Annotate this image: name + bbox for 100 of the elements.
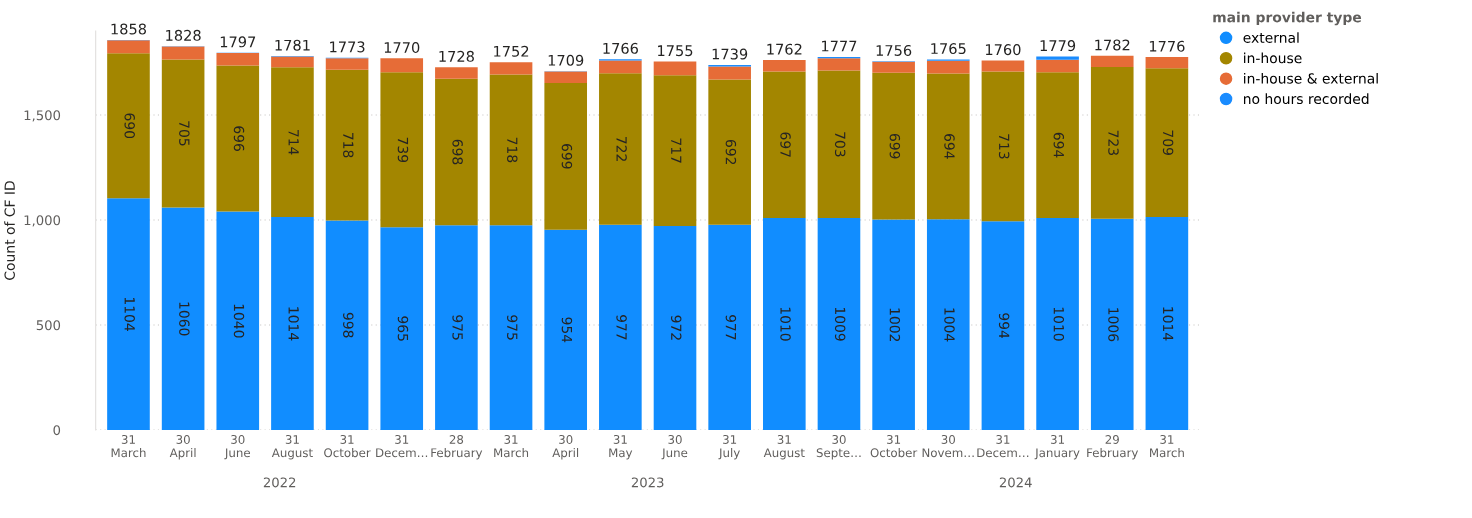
data-label: 690	[124, 113, 135, 139]
total-label: 1762	[767, 43, 802, 55]
total-label: 1773	[330, 41, 365, 53]
bar	[599, 60, 642, 74]
bar	[981, 60, 1025, 72]
bar	[1036, 56, 1079, 60]
bar	[544, 71, 588, 83]
bar	[653, 75, 697, 226]
data-label: 705	[179, 121, 190, 146]
x-tick-label: 29 February	[1087, 435, 1139, 460]
bar	[216, 53, 260, 66]
data-label: 698	[452, 139, 463, 165]
x-tick-label: 30 June	[661, 435, 688, 460]
data-label: 977	[725, 315, 737, 340]
x-tick-label: 30 Novem…	[922, 435, 974, 458]
data-label: 692	[725, 139, 737, 165]
total-label: 1779	[1040, 40, 1076, 52]
total-label: 1770	[384, 41, 420, 54]
total-label: 1739	[712, 48, 748, 60]
y-tick-label: 1,000	[24, 215, 61, 227]
data-label: 722	[616, 136, 627, 161]
data-label: 696	[233, 126, 245, 151]
data-label: 709	[1162, 130, 1174, 155]
bar	[1036, 72, 1079, 218]
bar	[708, 224, 751, 430]
data-label: 998	[343, 312, 354, 338]
total-label: 1776	[1149, 40, 1185, 52]
bar	[872, 72, 915, 220]
data-label: 1002	[889, 308, 901, 342]
data-label: 1040	[233, 304, 245, 338]
bar	[1090, 66, 1134, 219]
bar	[872, 219, 915, 430]
bar	[161, 207, 205, 430]
data-label: 1014	[1162, 307, 1174, 341]
bar	[435, 78, 478, 226]
y-axis-title: Count of CF ID	[4, 181, 15, 280]
data-label: 703	[834, 132, 846, 157]
x-tick-label: 31 March	[494, 435, 529, 458]
bar	[653, 61, 697, 76]
text: 2023	[631, 477, 664, 488]
data-label: 1004	[944, 308, 955, 342]
bar	[161, 59, 205, 208]
data-label: 713	[998, 134, 1010, 159]
bar	[435, 225, 478, 430]
legend-label: no hours recorded	[1244, 93, 1369, 105]
bar	[1036, 217, 1079, 430]
data-label: 699	[889, 133, 901, 159]
text: 2022	[263, 477, 296, 488]
bar	[926, 219, 970, 430]
text: 2024	[999, 477, 1032, 488]
bar	[380, 227, 424, 430]
bar	[216, 65, 260, 212]
data-label: 697	[780, 132, 791, 157]
data-label: 975	[507, 315, 518, 340]
bar	[435, 67, 478, 79]
total-label: 1797	[220, 36, 256, 48]
x-tick-label: 31 May	[609, 435, 633, 460]
legend-label: in-house	[1244, 52, 1302, 64]
total-label: 1777	[822, 40, 857, 52]
bar	[763, 71, 806, 218]
data-label: 1010	[780, 307, 791, 341]
x-tick-label: 30 Septe…	[816, 435, 861, 460]
bar	[544, 229, 588, 430]
legend-label: in-house & external	[1244, 72, 1378, 84]
bar	[271, 67, 314, 218]
data-label: 718	[343, 132, 354, 158]
data-label: 1010	[1053, 307, 1065, 341]
y-tick-label: 0	[53, 425, 61, 436]
bar	[872, 61, 915, 73]
bar	[271, 217, 314, 430]
data-label: 954	[561, 317, 573, 343]
bar	[380, 72, 424, 228]
bar	[107, 198, 150, 430]
bar	[271, 56, 314, 68]
x-tick-label: 30 April	[552, 435, 579, 460]
x-tick-label: 31 October	[870, 435, 918, 458]
bar	[1145, 57, 1189, 69]
total-label: 1828	[166, 29, 201, 41]
bar	[981, 71, 1025, 222]
bar	[817, 70, 861, 219]
bar	[1090, 218, 1134, 430]
data-label: 694	[944, 134, 955, 159]
bar	[1145, 217, 1189, 430]
x-tick-label: 31 Decem…	[977, 435, 1029, 458]
x-tick-label: 28 February	[431, 435, 483, 460]
bar	[708, 66, 751, 80]
bar	[107, 40, 150, 54]
data-label: 1104	[124, 297, 135, 331]
bar	[107, 53, 150, 199]
bar	[1090, 55, 1134, 67]
bar	[325, 220, 369, 430]
bar	[926, 73, 970, 220]
bar	[763, 217, 806, 430]
bar	[599, 224, 642, 430]
bar	[380, 58, 424, 73]
data-label: 739	[397, 137, 409, 163]
bar	[489, 225, 533, 430]
data-label: 975	[452, 315, 463, 340]
total-label: 1766	[603, 42, 638, 54]
data-label: 699	[561, 144, 573, 169]
